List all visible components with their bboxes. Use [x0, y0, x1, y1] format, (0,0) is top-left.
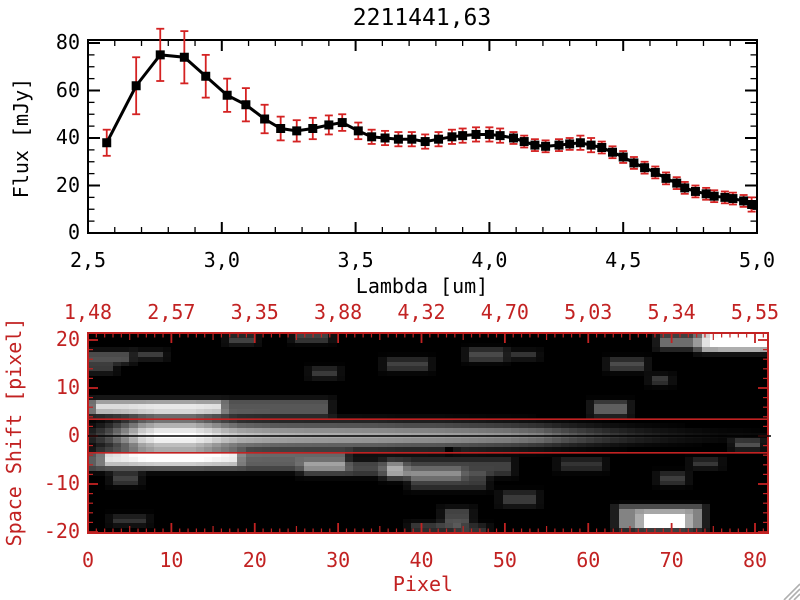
spectrum-marker — [131, 81, 141, 91]
spectrum-marker — [629, 158, 639, 168]
spectrum-marker — [680, 183, 690, 193]
spectrum-marker — [739, 196, 749, 206]
spectrum-marker — [484, 129, 494, 139]
spectrum-marker — [554, 140, 564, 150]
spectrum-marker — [495, 131, 505, 141]
spectrum-marker — [458, 131, 468, 141]
spectrum-marker — [393, 134, 403, 144]
spectrum-marker — [222, 90, 232, 100]
spectrum-marker — [407, 134, 417, 144]
image-bottom-tick-label: 50 — [492, 548, 517, 572]
image-top-tick-label: 5,55 — [730, 300, 780, 324]
spectrum-marker — [508, 133, 518, 143]
spectrum-y-tick-label: 60 — [55, 77, 80, 102]
spectrum-marker — [471, 129, 481, 139]
image-bottom-tick-label: 0 — [81, 548, 95, 572]
image-top-tick-label: 5,03 — [564, 300, 613, 324]
spectrum-marker — [519, 137, 529, 147]
space-shift-axis-label: Space Shift [pixel] — [2, 317, 26, 547]
image-left-tick-label: -20 — [43, 519, 80, 543]
image-left-tick-label: 20 — [55, 327, 80, 351]
spectral-image-canvas — [88, 333, 768, 533]
spectrum-marker — [650, 167, 660, 177]
pixel-axis-label: Pixel — [392, 572, 454, 596]
spectrum-marker — [720, 192, 730, 202]
image-bottom-tick-label: 40 — [409, 548, 434, 572]
image-bottom-tick-label: 20 — [242, 548, 267, 572]
image-left-tick-label: 0 — [67, 423, 80, 447]
spectrum-marker — [586, 140, 596, 150]
image-left-tick-label: 10 — [55, 375, 80, 399]
spectrum-marker — [661, 173, 671, 183]
spectrum-marker — [747, 200, 757, 209]
spectrum-marker — [179, 52, 189, 62]
image-top-tick-label: 3,35 — [230, 300, 279, 324]
spectrum-line — [105, 53, 753, 206]
spectrum-marker — [434, 134, 444, 144]
spectrum-frame — [87, 39, 758, 234]
spectrum-marker — [241, 100, 251, 110]
spectrum-marker — [367, 132, 377, 142]
spectrum-marker — [155, 50, 165, 60]
spectrum-x-tick-label: 3,5 — [337, 248, 374, 272]
spectrum-y-tick-label: 20 — [55, 172, 80, 197]
resize-grip-decoration — [793, 593, 800, 600]
spectrum-x-tick-label: 2,5 — [69, 248, 107, 272]
spectrum-marker — [447, 132, 457, 142]
image-top-tick-label: 1,48 — [63, 300, 113, 324]
image-top-tick-label: 2,57 — [147, 300, 196, 324]
image-top-tick-label: 5,34 — [647, 300, 696, 324]
spectrum-y-tick-label: 0 — [67, 220, 80, 244]
spectrum-marker — [709, 191, 719, 201]
spectrum-x-tick-label: 5,0 — [738, 248, 776, 272]
spectrum-marker — [276, 124, 286, 133]
resize-grip-decoration — [783, 583, 800, 600]
flux-axis-label: Flux [mJy] — [9, 77, 33, 199]
spectrum-marker — [672, 178, 682, 188]
spectrum-marker — [337, 118, 347, 128]
spectrum-marker — [618, 152, 628, 162]
spectrum-marker — [260, 114, 270, 124]
spectrum-marker — [690, 186, 700, 196]
spectrum-marker — [420, 137, 430, 147]
spectrum-marker — [728, 194, 738, 204]
image-top-tick-label: 4,70 — [480, 300, 529, 324]
image-top-tick-label: 4,32 — [397, 300, 446, 324]
image-left-tick-label: -10 — [43, 471, 80, 495]
spectrum-marker — [102, 138, 112, 148]
image-bottom-tick-label: 10 — [159, 548, 184, 572]
spectrum-marker — [575, 138, 585, 148]
image-bottom-tick-label: 60 — [576, 548, 601, 572]
spectrum-marker — [201, 71, 211, 81]
image-bottom-tick-label: 30 — [326, 548, 351, 572]
spectrum-x-tick-label: 4,5 — [605, 248, 642, 272]
spectrum-marker — [597, 143, 607, 152]
spectrum-marker — [565, 139, 575, 149]
spectrum-marker — [324, 120, 334, 130]
spectrum-marker — [292, 126, 302, 136]
spectrum-marker — [308, 124, 318, 133]
spectrum-y-tick-label: 80 — [55, 30, 80, 54]
resize-grip-decoration — [788, 588, 800, 600]
spectrum-x-tick-label: 3,0 — [203, 248, 240, 272]
image-top-tick-label: 3,88 — [314, 300, 363, 324]
image-bottom-tick-label: 70 — [659, 548, 684, 572]
spectrum-marker — [607, 147, 617, 157]
spectrum-marker — [530, 140, 540, 150]
spectrum-y-tick-label: 40 — [55, 125, 80, 149]
spectrum-marker — [541, 141, 551, 151]
lambda-axis-label: Lambda [um] — [355, 274, 489, 298]
spectrum-marker — [640, 163, 650, 173]
image-bottom-tick-label: 80 — [742, 548, 768, 572]
spectrum-marker — [701, 189, 711, 199]
plot-title: 2211441,63 — [352, 5, 492, 31]
spectrum-marker — [353, 126, 363, 136]
spectrum-x-tick-label: 4,0 — [471, 248, 508, 272]
spectrum-marker — [380, 133, 390, 143]
